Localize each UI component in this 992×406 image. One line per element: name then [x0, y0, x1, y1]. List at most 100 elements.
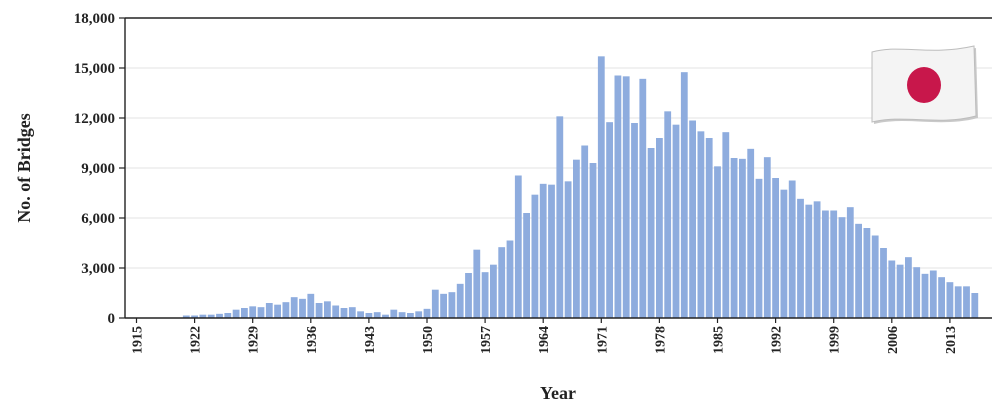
bar	[680, 72, 688, 318]
bar	[299, 298, 306, 318]
x-tick-label: 1929	[247, 326, 262, 354]
bar	[797, 198, 804, 318]
bar	[514, 175, 522, 318]
bar	[763, 157, 771, 318]
bar	[929, 270, 937, 318]
bar	[290, 297, 298, 318]
bar	[382, 314, 389, 318]
x-tick-label: 1957	[479, 326, 494, 354]
bar	[954, 286, 962, 318]
x-axis-title: Year	[540, 383, 576, 403]
bar	[805, 204, 813, 318]
bar	[938, 277, 945, 318]
bar	[639, 78, 647, 318]
bar	[257, 307, 265, 318]
bar	[647, 148, 655, 318]
bar	[631, 123, 638, 318]
bar	[249, 306, 257, 318]
bar	[548, 184, 555, 318]
bar	[838, 217, 846, 318]
bar	[448, 292, 456, 318]
bar	[423, 308, 431, 318]
bar	[913, 267, 921, 318]
bar	[614, 75, 622, 318]
x-tick-label: 1922	[189, 326, 204, 354]
bar	[324, 301, 331, 318]
bar	[440, 293, 447, 318]
x-tick-label: 1971	[595, 326, 610, 354]
x-tick-label: 1978	[653, 326, 668, 354]
bar	[788, 180, 796, 318]
bar	[589, 163, 597, 318]
flag-disc	[907, 67, 941, 103]
bar	[498, 247, 506, 318]
bar	[415, 311, 423, 318]
bar	[332, 305, 340, 318]
bar	[888, 260, 896, 318]
bar	[490, 264, 497, 318]
bar	[672, 124, 680, 318]
bar	[739, 158, 746, 318]
bar	[357, 311, 364, 318]
bar	[772, 178, 779, 318]
bar	[556, 116, 564, 318]
bar	[191, 315, 198, 318]
bar	[656, 138, 663, 318]
y-tick-label: 9,000	[81, 161, 115, 177]
bar	[573, 159, 580, 318]
bar	[755, 178, 763, 318]
bar	[971, 293, 979, 318]
bar	[581, 145, 589, 318]
bar	[232, 309, 240, 318]
bar	[564, 181, 572, 318]
bar	[315, 303, 323, 318]
bar	[182, 315, 190, 318]
y-tick-label: 3,000	[81, 261, 115, 277]
y-tick-label: 12,000	[74, 111, 115, 127]
bar	[539, 183, 547, 318]
bar	[398, 312, 406, 318]
bar	[730, 158, 738, 318]
bar	[199, 314, 207, 318]
x-tick-label: 1950	[421, 326, 436, 354]
bar	[473, 249, 481, 318]
japan-flag-icon	[871, 45, 978, 124]
bar	[780, 189, 788, 318]
bar	[871, 235, 879, 318]
bar	[523, 213, 530, 318]
bar	[481, 272, 489, 318]
bar	[896, 264, 904, 318]
bar	[506, 240, 514, 318]
bar	[241, 308, 248, 318]
bar	[373, 312, 381, 318]
bar	[465, 273, 472, 318]
x-tick-labels: 1915 1922 1929 1936 1943 1950 1957 1964 1971 1978…	[131, 318, 959, 354]
bar	[216, 313, 223, 318]
x-tick-label: 1943	[363, 326, 378, 354]
bar	[880, 248, 887, 318]
y-tick-labels: 0 3,000 6,000 9,000 12,000 15,000 18,000	[74, 11, 125, 327]
bar	[390, 309, 398, 318]
bar	[921, 273, 929, 318]
bar	[348, 307, 356, 318]
bar	[456, 283, 464, 318]
y-tick-label: 6,000	[81, 211, 115, 227]
x-tick-label: 2006	[886, 326, 901, 354]
x-tick-label: 1992	[770, 326, 785, 354]
y-tick-label: 15,000	[74, 61, 115, 77]
bar	[307, 293, 315, 318]
bar	[822, 210, 829, 318]
bar	[606, 122, 613, 318]
bar	[946, 282, 954, 318]
bar	[365, 313, 373, 318]
x-tick-label: 1999	[828, 326, 843, 354]
bar	[224, 313, 232, 318]
bar	[207, 314, 215, 318]
bar	[855, 223, 862, 318]
bar	[705, 138, 713, 318]
bar	[722, 132, 730, 318]
bars	[182, 56, 979, 318]
bar	[274, 304, 281, 318]
bar	[714, 166, 721, 318]
